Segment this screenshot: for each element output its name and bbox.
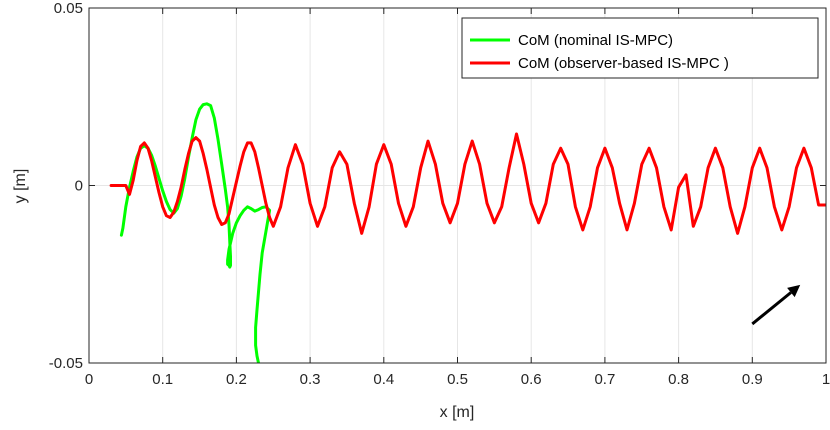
x-axis-label: x [m] [440, 404, 475, 421]
x-tick-label: 0.7 [594, 371, 615, 388]
x-tick-label: 1 [822, 371, 830, 388]
legend-box [461, 17, 819, 79]
x-tick-label: 0.8 [668, 371, 689, 388]
series-line-observer [109, 132, 826, 235]
y-axis-label: y [m] [12, 169, 29, 204]
x-tick-label: 0.2 [226, 371, 247, 388]
x-tick-label: 0.9 [742, 371, 763, 388]
y-tick-label: 0.05 [54, 0, 83, 17]
direction-arrow-shaft [751, 291, 792, 326]
x-tick-label: 0.4 [373, 371, 394, 388]
y-axis-ticks: -0.05 0 0.05 [49, 0, 826, 372]
x-tick-label: 0 [85, 371, 93, 388]
y-tick-label: -0.05 [49, 355, 83, 372]
legend-label-nominal: CoM (nominal IS-MPC) [518, 32, 673, 49]
direction-arrow-head [787, 284, 801, 298]
x-axis-ticks: 0 0.1 0.2 0.3 0.4 0.5 0.6 0.7 0.8 0.9 1 [85, 8, 830, 388]
y-tick-label: 0 [75, 178, 83, 195]
x-tick-label: 0.5 [447, 371, 468, 388]
annotation-layer [751, 284, 801, 326]
x-tick-label: 0.6 [521, 371, 542, 388]
x-tick-label: 0.3 [300, 371, 321, 388]
series-layer [109, 102, 826, 363]
x-tick-label: 0.1 [152, 371, 173, 388]
legend-label-observer: CoM (observer-based IS-MPC ) [518, 55, 729, 72]
series-line-nominal [119, 102, 272, 363]
legend: CoM (nominal IS-MPC) CoM (observer-based… [461, 17, 819, 79]
